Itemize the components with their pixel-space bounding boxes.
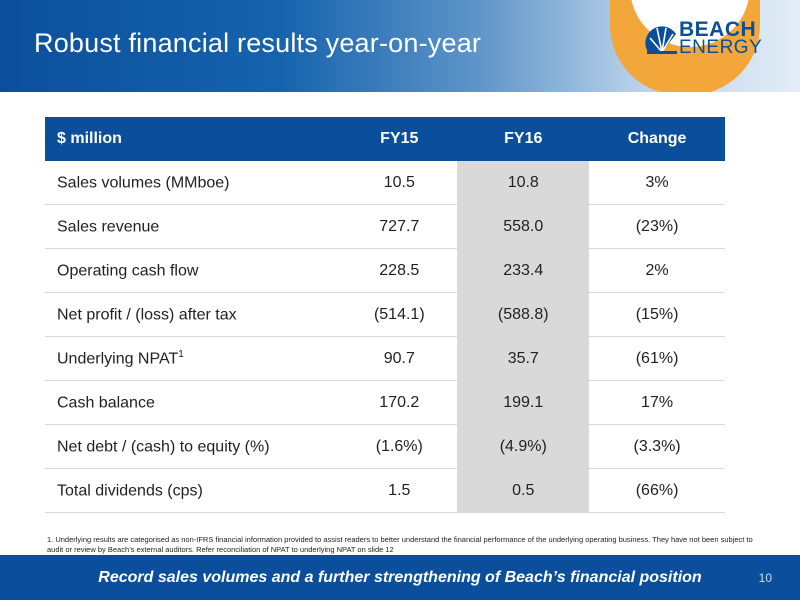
financial-results-table: $ million FY15 FY16 Change Sales volumes… — [45, 117, 725, 513]
logo-backdrop — [610, 0, 760, 92]
cell-fy15: 90.7 — [341, 336, 458, 381]
header-million: $ million — [45, 117, 342, 161]
beach-energy-logo: BEACH ENERGY — [645, 18, 762, 60]
cell-fy15-text: 90.7 — [383, 349, 415, 367]
cell-change: (66%) — [589, 468, 725, 513]
cell-change-text: 3% — [645, 173, 669, 191]
cell-fy16-text: (4.9%) — [499, 437, 547, 455]
cell-change-text: (15%) — [635, 305, 679, 323]
footnote-marker: 1 — [178, 348, 184, 360]
row-label: Underlying NPAT1 — [45, 336, 342, 381]
table-row: Sales volumes (MMboe) 10.5 10.8 3% — [45, 161, 725, 205]
row-label-text: Net debt / (cash) to equity (%) — [57, 438, 270, 456]
cell-fy15-text: 727.7 — [379, 217, 420, 235]
cell-change: 2% — [589, 248, 725, 293]
cell-change: (61%) — [589, 336, 725, 381]
table-row: Sales revenue 727.7 558.0 (23%) — [45, 204, 725, 249]
row-label-text: Sales revenue — [57, 218, 160, 236]
row-label-text: Underlying NPAT — [57, 350, 179, 368]
slide-header: Robust financial results year-on-year BE… — [0, 0, 800, 92]
table-row: Cash balance 170.2 199.1 17% — [45, 380, 725, 425]
row-label-text: Cash balance — [57, 394, 155, 412]
table-row: Net debt / (cash) to equity (%) (1.6%) (4.… — [45, 424, 725, 469]
cell-fy15-text: (514.1) — [373, 305, 425, 323]
row-label-text: Net profit / (loss) after tax — [57, 306, 237, 324]
cell-fy16-text: 35.7 — [507, 349, 539, 367]
cell-fy16-text: 558.0 — [503, 217, 544, 235]
header-fy16: FY16 — [457, 117, 590, 161]
logo-text-energy: ENERGY — [679, 37, 763, 58]
cell-change: 3% — [589, 161, 725, 205]
cell-fy16-text: 233.4 — [503, 261, 544, 279]
slide-title: Robust financial results year-on-year — [34, 28, 482, 58]
cell-fy16: (4.9%) — [457, 424, 590, 469]
cell-fy16: 35.7 — [457, 336, 590, 381]
slide-footer: Record sales volumes and a further stren… — [0, 555, 800, 600]
row-label-text: Operating cash flow — [57, 262, 199, 280]
cell-change-text: 2% — [645, 261, 669, 279]
cell-fy15-text: 1.5 — [388, 481, 411, 499]
table-body: Sales volumes (MMboe) 10.5 10.8 3% Sales rev… — [45, 161, 725, 513]
footer-tagline: Record sales volumes and a further stren… — [98, 569, 702, 586]
cell-change-text: (66%) — [635, 481, 679, 499]
cell-fy15: 228.5 — [341, 248, 458, 293]
cell-change-text: (61%) — [635, 349, 679, 367]
table-header-row: $ million FY15 FY16 Change — [45, 117, 725, 161]
cell-fy15: 170.2 — [341, 380, 458, 425]
cell-fy16-text: 10.8 — [507, 173, 539, 191]
cell-fy15-text: (1.6%) — [375, 437, 423, 455]
cell-fy16: 199.1 — [457, 380, 590, 425]
table-row: Net profit / (loss) after tax (514.1) (588… — [45, 292, 725, 337]
row-label: Net debt / (cash) to equity (%) — [45, 424, 342, 469]
cell-fy16-text: 0.5 — [512, 481, 535, 499]
cell-fy15-text: 228.5 — [379, 261, 420, 279]
cell-fy15: 10.5 — [341, 161, 458, 205]
cell-change-text: (23%) — [635, 217, 679, 235]
cell-change: (3.3%) — [589, 424, 725, 469]
cell-fy15-text: 170.2 — [379, 393, 420, 411]
table-row: Total dividends (cps) 1.5 0.5 (66%) — [45, 468, 725, 513]
beach-energy-shell-icon — [645, 26, 677, 54]
row-label: Total dividends (cps) — [45, 468, 342, 513]
header-fy15: FY15 — [341, 117, 458, 161]
cell-change-text: 17% — [641, 393, 674, 411]
table-row: Underlying NPAT1 90.7 35.7 (61%) — [45, 336, 725, 381]
row-label-text: Total dividends (cps) — [57, 482, 203, 500]
cell-change-text: (3.3%) — [633, 437, 681, 455]
row-label: Sales revenue — [45, 204, 342, 249]
cell-fy16: 10.8 — [457, 161, 590, 205]
cell-fy16: (588.8) — [457, 292, 590, 337]
cell-fy15: 727.7 — [341, 204, 458, 249]
cell-change: (23%) — [589, 204, 725, 249]
cell-fy15: (514.1) — [341, 292, 458, 337]
cell-fy16-text: (588.8) — [497, 305, 549, 323]
cell-change: 17% — [589, 380, 725, 425]
cell-fy16: 233.4 — [457, 248, 590, 293]
footnote: 1. Underlying results are categorised as… — [47, 535, 753, 554]
row-label-text: Sales volumes (MMboe) — [57, 174, 230, 192]
cell-fy16-text: 199.1 — [503, 393, 544, 411]
cell-fy15: 1.5 — [341, 468, 458, 513]
cell-fy16: 558.0 — [457, 204, 590, 249]
row-label: Operating cash flow — [45, 248, 342, 293]
cell-fy15: (1.6%) — [341, 424, 458, 469]
page-number: 10 — [758, 571, 772, 585]
cell-fy16: 0.5 — [457, 468, 590, 513]
cell-fy15-text: 10.5 — [383, 173, 415, 191]
cell-change: (15%) — [589, 292, 725, 337]
row-label: Cash balance — [45, 380, 342, 425]
row-label: Net profit / (loss) after tax — [45, 292, 342, 337]
logo-text-beach: BEACH — [679, 18, 757, 41]
header-change: Change — [589, 117, 725, 161]
row-label: Sales volumes (MMboe) — [45, 161, 342, 205]
table-row: Operating cash flow 228.5 233.4 2% — [45, 248, 725, 293]
